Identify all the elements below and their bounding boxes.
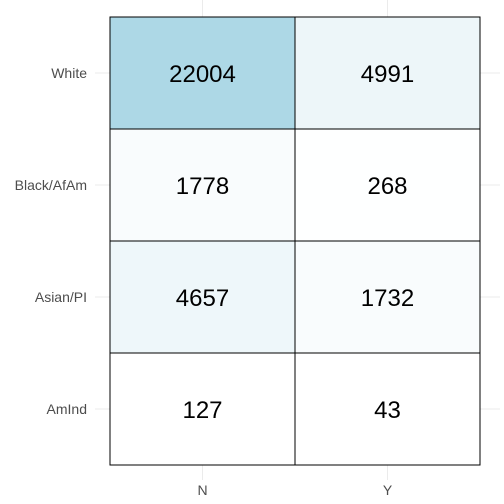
heatmap-cell xyxy=(109,128,296,242)
x-tick-label: Y xyxy=(383,482,393,498)
cell-value-label: 4657 xyxy=(176,285,229,312)
cell-value-label: 1778 xyxy=(176,173,229,200)
y-axis-tick-labels: White Black/AfAm Asian/PI AmInd xyxy=(15,65,88,417)
cell-value-label: 1732 xyxy=(361,285,414,312)
heatmap-cell xyxy=(294,16,481,130)
heatmap-cells xyxy=(109,16,481,466)
y-tick-label: AmInd xyxy=(47,401,87,417)
cell-value-label: 43 xyxy=(374,397,401,424)
heatmap-cell xyxy=(294,128,481,242)
y-tick-label: Asian/PI xyxy=(35,289,87,305)
heatmap-cell xyxy=(294,240,481,354)
y-tick-label: Black/AfAm xyxy=(15,177,87,193)
cell-value-label: 268 xyxy=(367,173,407,200)
x-tick-label: N xyxy=(197,482,207,498)
cell-labels: 22004 4991 1778 268 4657 1732 127 43 xyxy=(169,61,414,424)
y-tick-label: White xyxy=(51,65,87,81)
heatmap-cell xyxy=(294,352,481,466)
heatmap-cell xyxy=(109,352,296,466)
cell-value-label: 127 xyxy=(182,397,222,424)
heatmap-cell xyxy=(109,240,296,354)
cell-value-label: 4991 xyxy=(361,61,414,88)
cell-value-label: 22004 xyxy=(169,61,236,88)
